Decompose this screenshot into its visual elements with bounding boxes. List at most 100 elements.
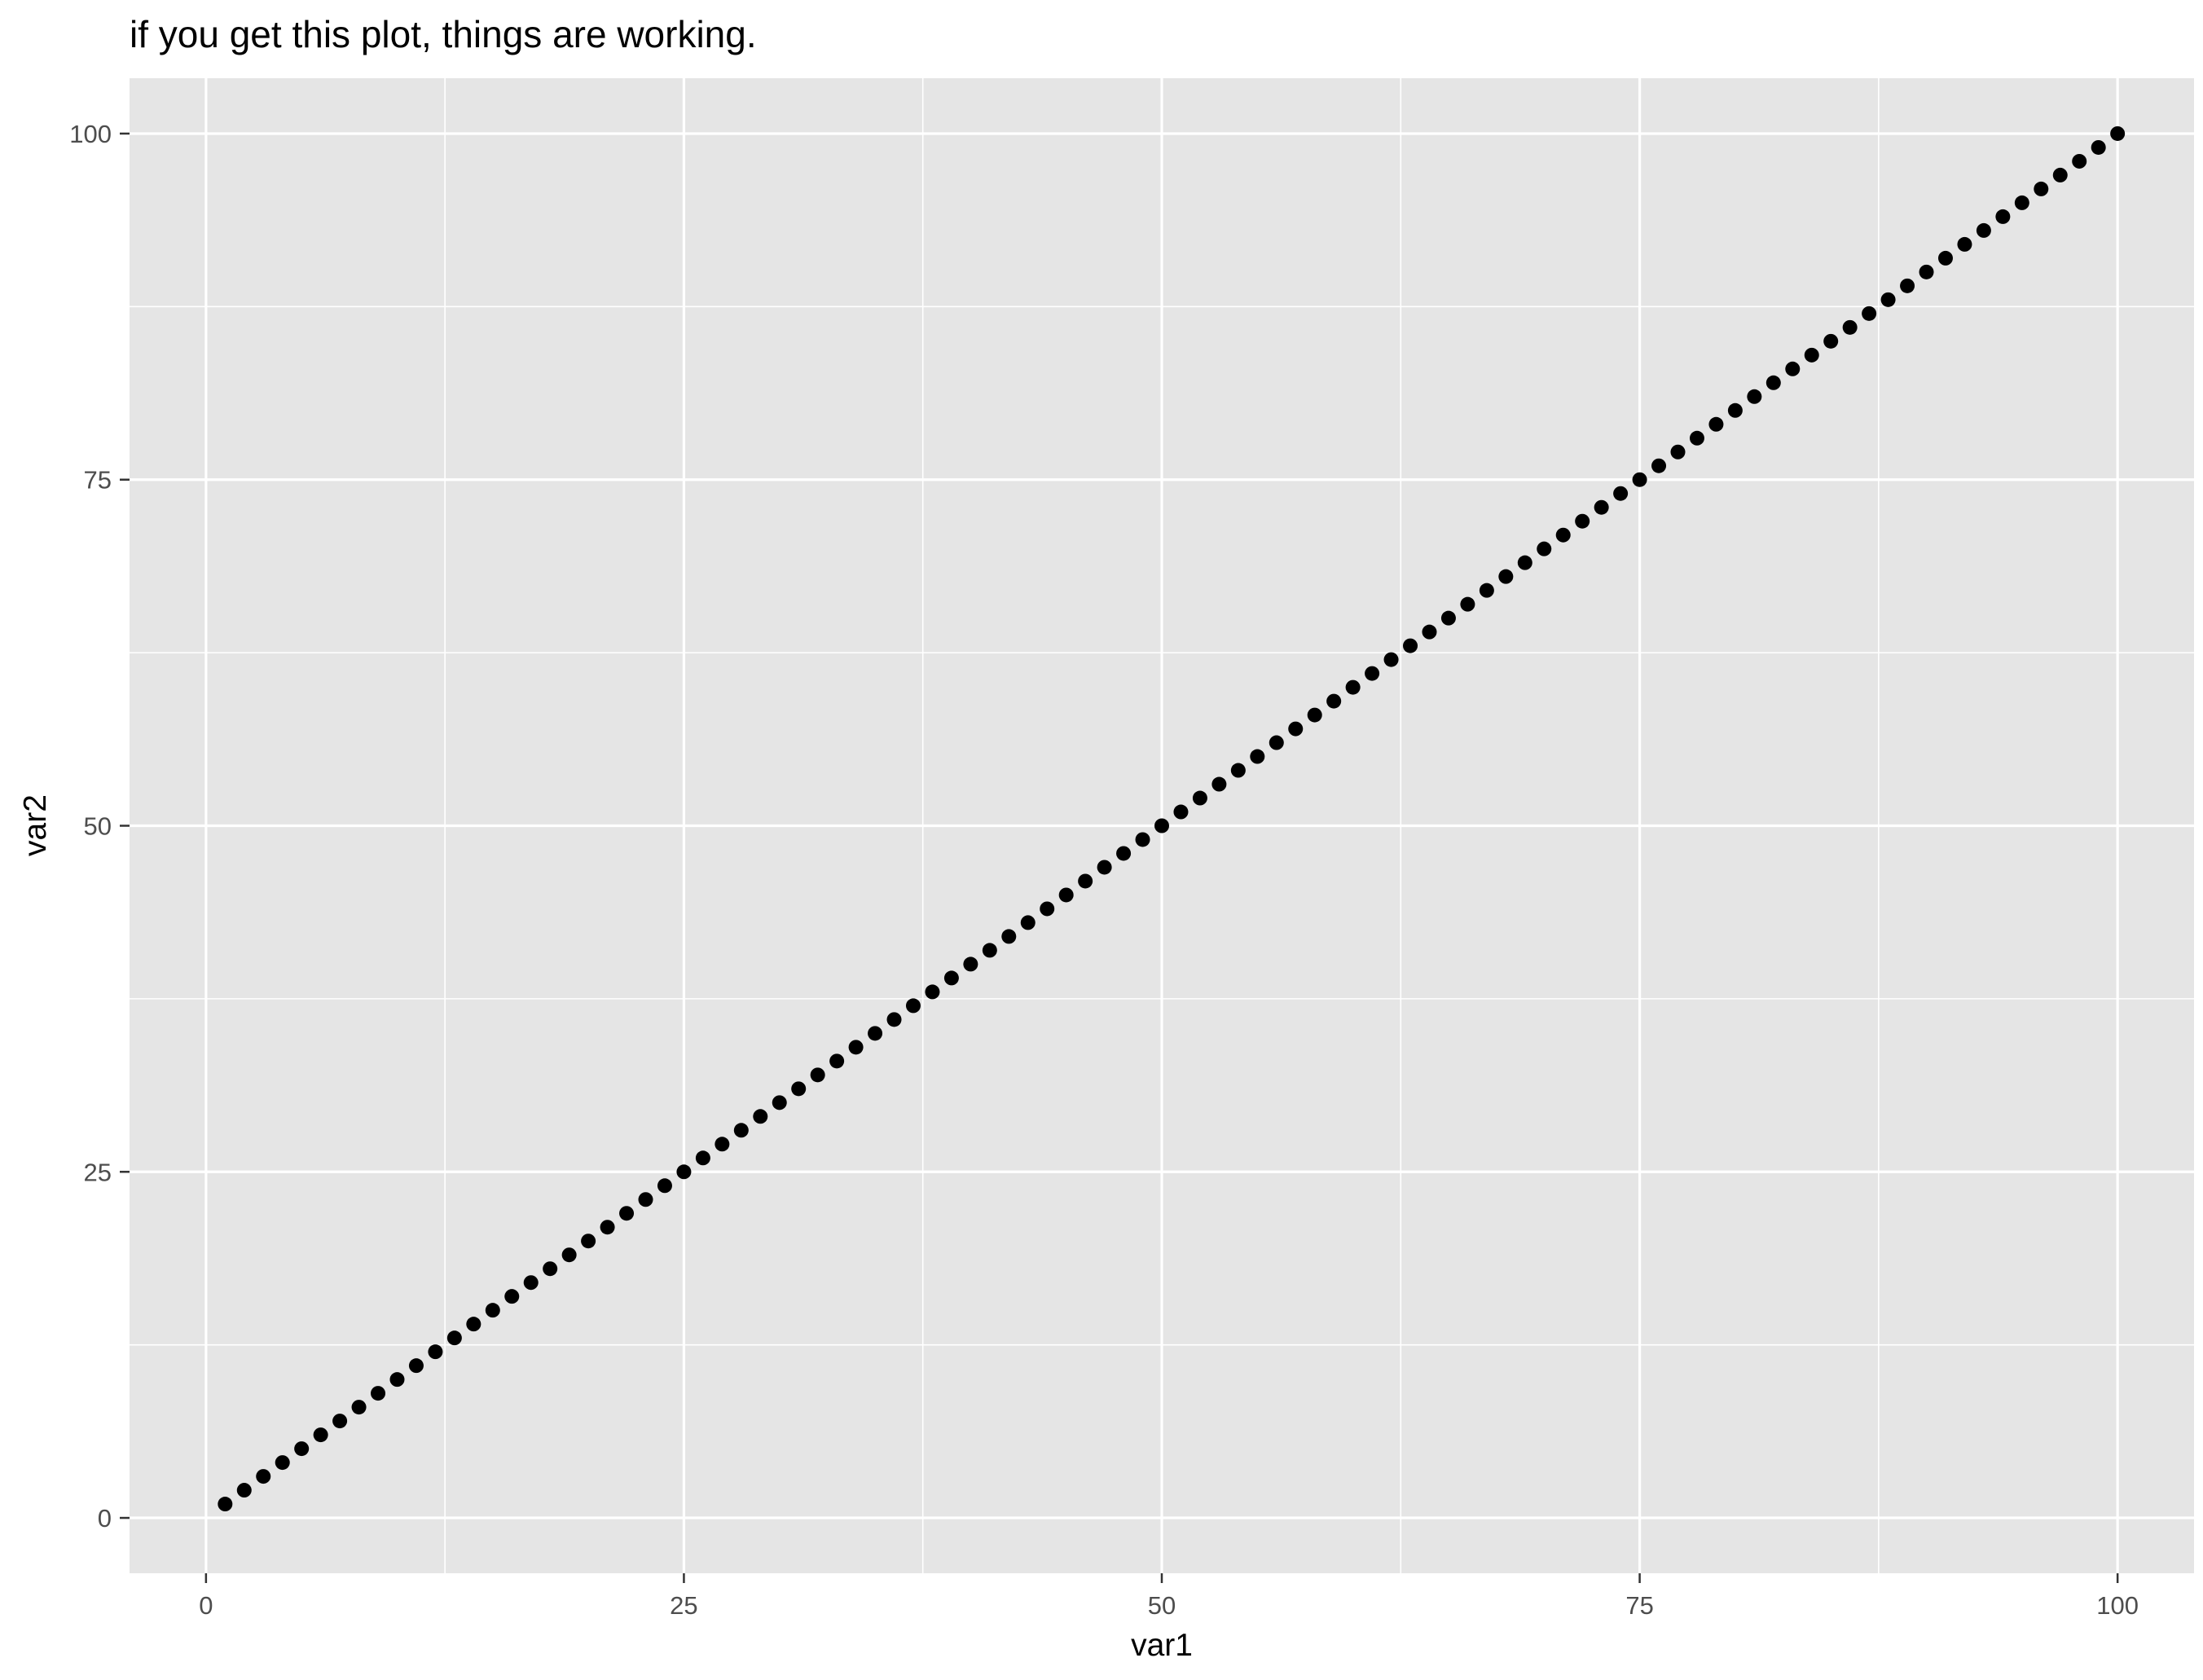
data-point bbox=[2091, 139, 2106, 155]
data-point bbox=[1403, 638, 1418, 653]
data-point bbox=[1937, 250, 1953, 266]
data-point bbox=[1326, 693, 1342, 709]
data-point bbox=[868, 1026, 883, 1041]
data-point bbox=[1288, 721, 1304, 737]
data-point bbox=[1230, 763, 1246, 778]
data-point bbox=[371, 1386, 386, 1401]
data-point bbox=[733, 1123, 749, 1138]
x-tick-label: 100 bbox=[2096, 1591, 2139, 1620]
data-point bbox=[1498, 569, 1514, 584]
data-point bbox=[581, 1234, 596, 1249]
data-point bbox=[1537, 541, 1552, 556]
data-point bbox=[1708, 416, 1724, 432]
data-point bbox=[1154, 818, 1169, 833]
data-point bbox=[925, 984, 940, 1000]
data-point bbox=[1307, 707, 1322, 723]
data-point bbox=[1173, 804, 1189, 820]
data-point bbox=[791, 1081, 807, 1097]
data-point bbox=[408, 1358, 424, 1374]
data-point bbox=[715, 1137, 730, 1152]
data-point bbox=[1365, 666, 1380, 681]
data-point bbox=[1747, 389, 1762, 404]
data-point bbox=[1900, 278, 1915, 293]
data-point bbox=[886, 1012, 902, 1027]
data-point bbox=[1765, 375, 1781, 390]
data-point bbox=[523, 1275, 539, 1291]
data-point bbox=[1135, 832, 1150, 847]
data-point bbox=[1460, 596, 1475, 612]
data-point bbox=[1040, 901, 1055, 917]
y-axis: 0 25 50 75 100 bbox=[69, 120, 130, 1533]
data-point bbox=[1001, 929, 1017, 944]
data-point bbox=[1517, 555, 1532, 570]
x-tick-label: 75 bbox=[1625, 1591, 1653, 1620]
data-point bbox=[1613, 486, 1629, 501]
data-point bbox=[1785, 361, 1801, 376]
x-tick-label: 0 bbox=[199, 1591, 213, 1620]
data-point bbox=[829, 1053, 845, 1069]
data-point bbox=[1727, 402, 1743, 418]
data-point bbox=[676, 1164, 692, 1180]
data-point bbox=[1651, 458, 1667, 473]
data-point bbox=[1632, 472, 1647, 487]
data-point bbox=[1919, 264, 1934, 279]
data-point bbox=[753, 1109, 768, 1124]
data-point bbox=[1976, 222, 1991, 238]
data-point bbox=[982, 943, 997, 958]
y-tick-label: 75 bbox=[84, 466, 112, 495]
data-point bbox=[1078, 873, 1093, 889]
x-tick-label: 50 bbox=[1148, 1591, 1176, 1620]
data-point bbox=[1689, 430, 1704, 446]
data-point bbox=[1594, 499, 1609, 515]
data-point bbox=[2034, 181, 2049, 196]
x-axis-title: var1 bbox=[1131, 1628, 1193, 1663]
data-point bbox=[1575, 513, 1590, 529]
data-point bbox=[772, 1095, 787, 1110]
data-point bbox=[657, 1178, 672, 1194]
data-point bbox=[1479, 583, 1494, 598]
data-point bbox=[428, 1344, 443, 1360]
data-point bbox=[1058, 887, 1074, 903]
data-point bbox=[619, 1206, 635, 1221]
data-point bbox=[1880, 292, 1896, 307]
data-point bbox=[561, 1247, 577, 1263]
data-point bbox=[1440, 610, 1456, 626]
data-point bbox=[332, 1414, 348, 1429]
y-tick-label: 50 bbox=[84, 812, 112, 841]
data-point bbox=[1116, 846, 1132, 861]
data-point bbox=[600, 1220, 615, 1235]
y-tick-label: 0 bbox=[98, 1504, 112, 1533]
data-point bbox=[313, 1427, 328, 1443]
data-point bbox=[504, 1289, 520, 1304]
data-point bbox=[1862, 306, 1877, 321]
data-point bbox=[2014, 195, 2029, 210]
data-point bbox=[1555, 527, 1571, 543]
data-point bbox=[905, 998, 921, 1014]
y-tick-label: 25 bbox=[84, 1158, 112, 1186]
data-point bbox=[1097, 860, 1112, 875]
data-point bbox=[1192, 790, 1207, 806]
data-point bbox=[1211, 776, 1227, 792]
data-point bbox=[2110, 125, 2126, 141]
data-point bbox=[485, 1303, 500, 1318]
data-point bbox=[1345, 679, 1361, 695]
data-point bbox=[2072, 153, 2087, 169]
y-tick-label: 100 bbox=[69, 120, 112, 148]
data-point bbox=[1823, 333, 1839, 349]
data-point bbox=[294, 1441, 310, 1457]
y-axis-title: var2 bbox=[18, 794, 53, 856]
x-axis: 0 25 50 75 100 bbox=[199, 1573, 2139, 1620]
x-tick-label: 25 bbox=[670, 1591, 697, 1620]
data-point bbox=[1995, 209, 2011, 224]
data-point bbox=[351, 1400, 367, 1415]
data-point bbox=[543, 1261, 558, 1277]
data-point bbox=[236, 1483, 252, 1498]
data-point bbox=[638, 1192, 653, 1207]
data-point bbox=[943, 970, 959, 986]
data-point bbox=[848, 1040, 864, 1055]
data-point bbox=[389, 1372, 405, 1388]
chart-title: if you get this plot, things are working… bbox=[130, 13, 757, 55]
data-point bbox=[810, 1067, 825, 1083]
data-point bbox=[256, 1469, 271, 1484]
